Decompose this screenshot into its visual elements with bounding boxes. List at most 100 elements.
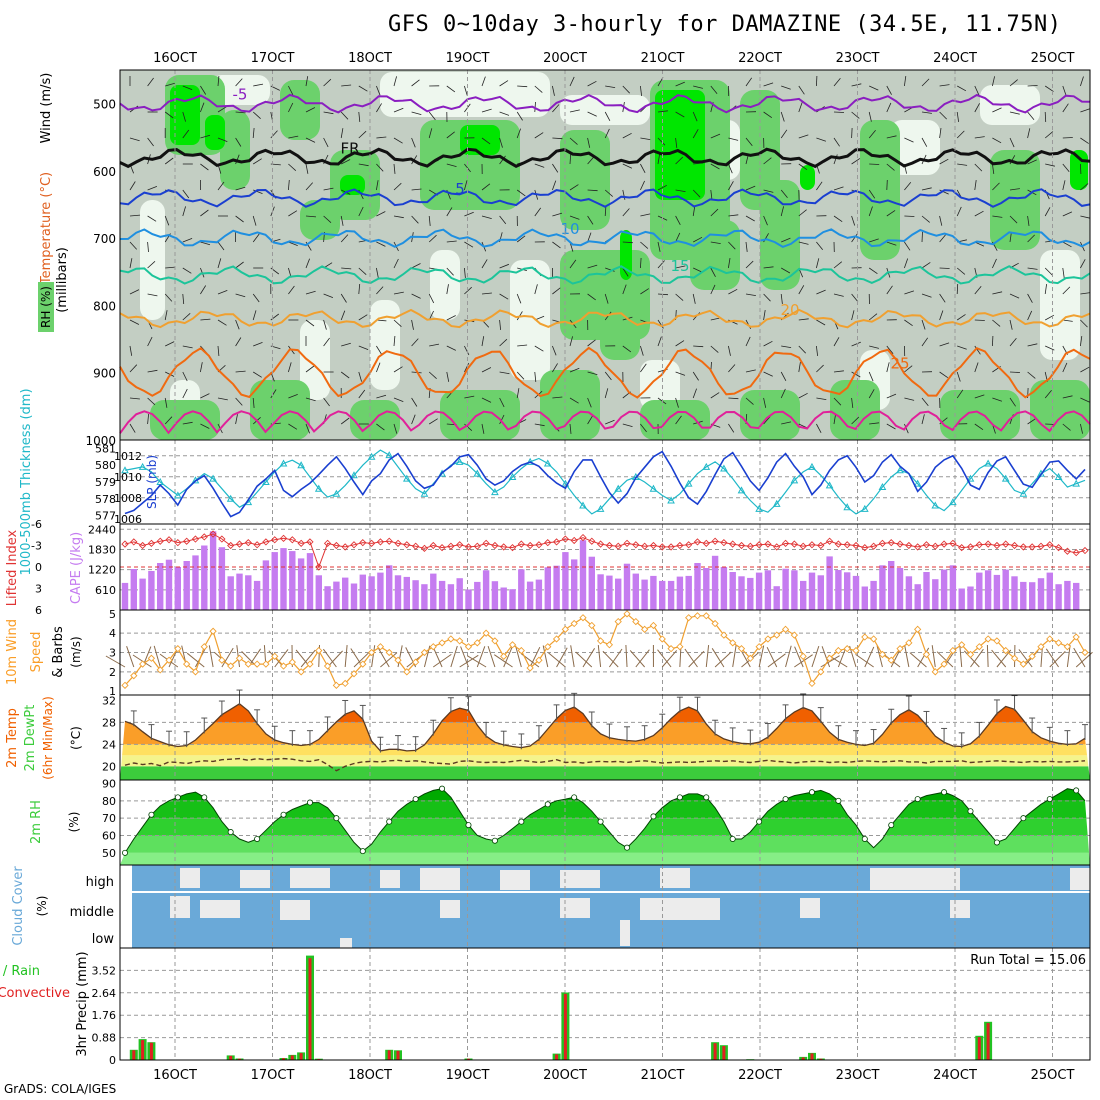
wind-barb: [1062, 241, 1072, 248]
cape-bar: [685, 575, 692, 610]
wind-barb: [657, 110, 668, 113]
wind-barb: [745, 260, 754, 269]
wind-barb: [358, 345, 369, 350]
wind-barb: [182, 345, 193, 349]
wind-barb: [428, 128, 433, 139]
wind-speed-marker: [147, 654, 156, 662]
cape-bar: [518, 569, 525, 610]
lifted-index-marker: [147, 539, 156, 547]
rh-marker: [729, 835, 736, 842]
wind-barb: [675, 137, 678, 148]
precip-frame: [119, 947, 1091, 1061]
wind-barb: [428, 111, 436, 121]
wind-barb: [851, 158, 861, 165]
wind-barb: [869, 422, 880, 425]
surface-wind-barb: [794, 654, 813, 668]
surface-wind-barb: [1073, 647, 1086, 668]
rh-tick-label: 80: [102, 795, 116, 808]
thickness-marker: [121, 466, 129, 474]
wind-barb: [974, 103, 980, 113]
wind-speed-marker: [376, 643, 385, 651]
cape-bar: [500, 587, 507, 610]
wind-barb: [552, 85, 555, 96]
wind-barb: [129, 364, 138, 373]
rh-marker: [597, 818, 604, 825]
surface-wind-barb: [380, 652, 398, 668]
cloud-gap: [340, 938, 352, 948]
wind-barb: [235, 319, 240, 330]
wind-speed-marker: [737, 644, 746, 653]
wind-barb: [939, 342, 950, 347]
lifted-index-marker: [359, 538, 367, 547]
wind-barb: [587, 371, 598, 375]
lifted-index-marker: [1028, 543, 1036, 551]
cloud-gap: [640, 898, 720, 920]
wind-barb: [657, 184, 667, 191]
wind-barb: [235, 215, 244, 223]
wind-speed-marker: [1054, 639, 1063, 647]
surface-wind-barb: [487, 645, 496, 668]
rh-marker: [1073, 787, 1080, 794]
thickness-marker: [1072, 479, 1081, 487]
wind-speed-marker: [658, 635, 666, 643]
thickness-marker: [966, 474, 975, 482]
wind-barb: [516, 388, 520, 399]
wind-barb: [868, 111, 872, 122]
wind-barb: [446, 371, 450, 382]
thickness-marker: [790, 476, 799, 484]
cloud-gap: [660, 868, 690, 888]
cape-bar: [324, 586, 331, 610]
cape-bar: [861, 586, 868, 610]
lifted-index-marker: [1054, 544, 1063, 552]
wind-speed-marker: [1046, 635, 1054, 643]
wind-speed-marker: [350, 670, 358, 678]
surface-wind-barb: [986, 644, 989, 668]
wind-speed-marker: [579, 614, 587, 622]
cape-bar: [650, 575, 657, 610]
lifted-index-marker: [579, 533, 587, 542]
wind-speed-marker: [332, 681, 341, 689]
wind-speed-marker: [640, 625, 649, 633]
top-date-tick: 19OCT: [446, 51, 490, 66]
wind-barb: [833, 414, 836, 425]
cloud-gap: [620, 920, 630, 946]
wind-barb: [182, 371, 188, 382]
wind-speed-marker: [773, 631, 781, 639]
wind-barb: [288, 163, 297, 171]
rh-high-patch: [250, 380, 310, 440]
rh-high-patch: [560, 130, 610, 230]
top-date-tick: 16OCT: [153, 51, 197, 66]
lifted-index-marker: [676, 541, 684, 550]
wind-barb: [481, 215, 492, 219]
wind-speed-marker: [130, 672, 138, 680]
wind-barb: [376, 211, 386, 217]
thickness-marker: [649, 484, 658, 492]
wind-barb: [992, 258, 997, 269]
wind-barb: [886, 423, 896, 430]
cape-bar: [130, 569, 137, 610]
wind-barb: [622, 284, 627, 295]
precip-convective-bar: [801, 1057, 805, 1060]
wind-speed-marker: [183, 660, 191, 668]
lifted-index-marker: [693, 538, 702, 546]
wind-barb: [200, 102, 205, 113]
cape-bar: [835, 570, 842, 610]
wind-barb: [200, 163, 209, 171]
wind-speed-marker: [561, 625, 570, 633]
surface-wind-barb: [931, 645, 936, 668]
lifted-index-marker: [861, 544, 869, 552]
cape-bar: [817, 575, 824, 610]
precip-legend-total: Total / Rain: [0, 964, 40, 979]
temp-axis-label-2: 2m DewPt: [23, 705, 38, 772]
wind-speed-marker: [887, 656, 895, 664]
rh-marker: [227, 829, 234, 836]
wind-barb: [728, 258, 731, 269]
wind-barb: [481, 336, 485, 347]
wind-barb: [956, 389, 964, 399]
wind-barb: [956, 267, 966, 275]
wind-barb: [833, 154, 838, 165]
slp-tick-label: 1010: [114, 471, 142, 484]
surface-wind-barb: [661, 650, 678, 668]
lifted-index-marker: [191, 535, 200, 543]
rh-marker: [888, 822, 895, 829]
